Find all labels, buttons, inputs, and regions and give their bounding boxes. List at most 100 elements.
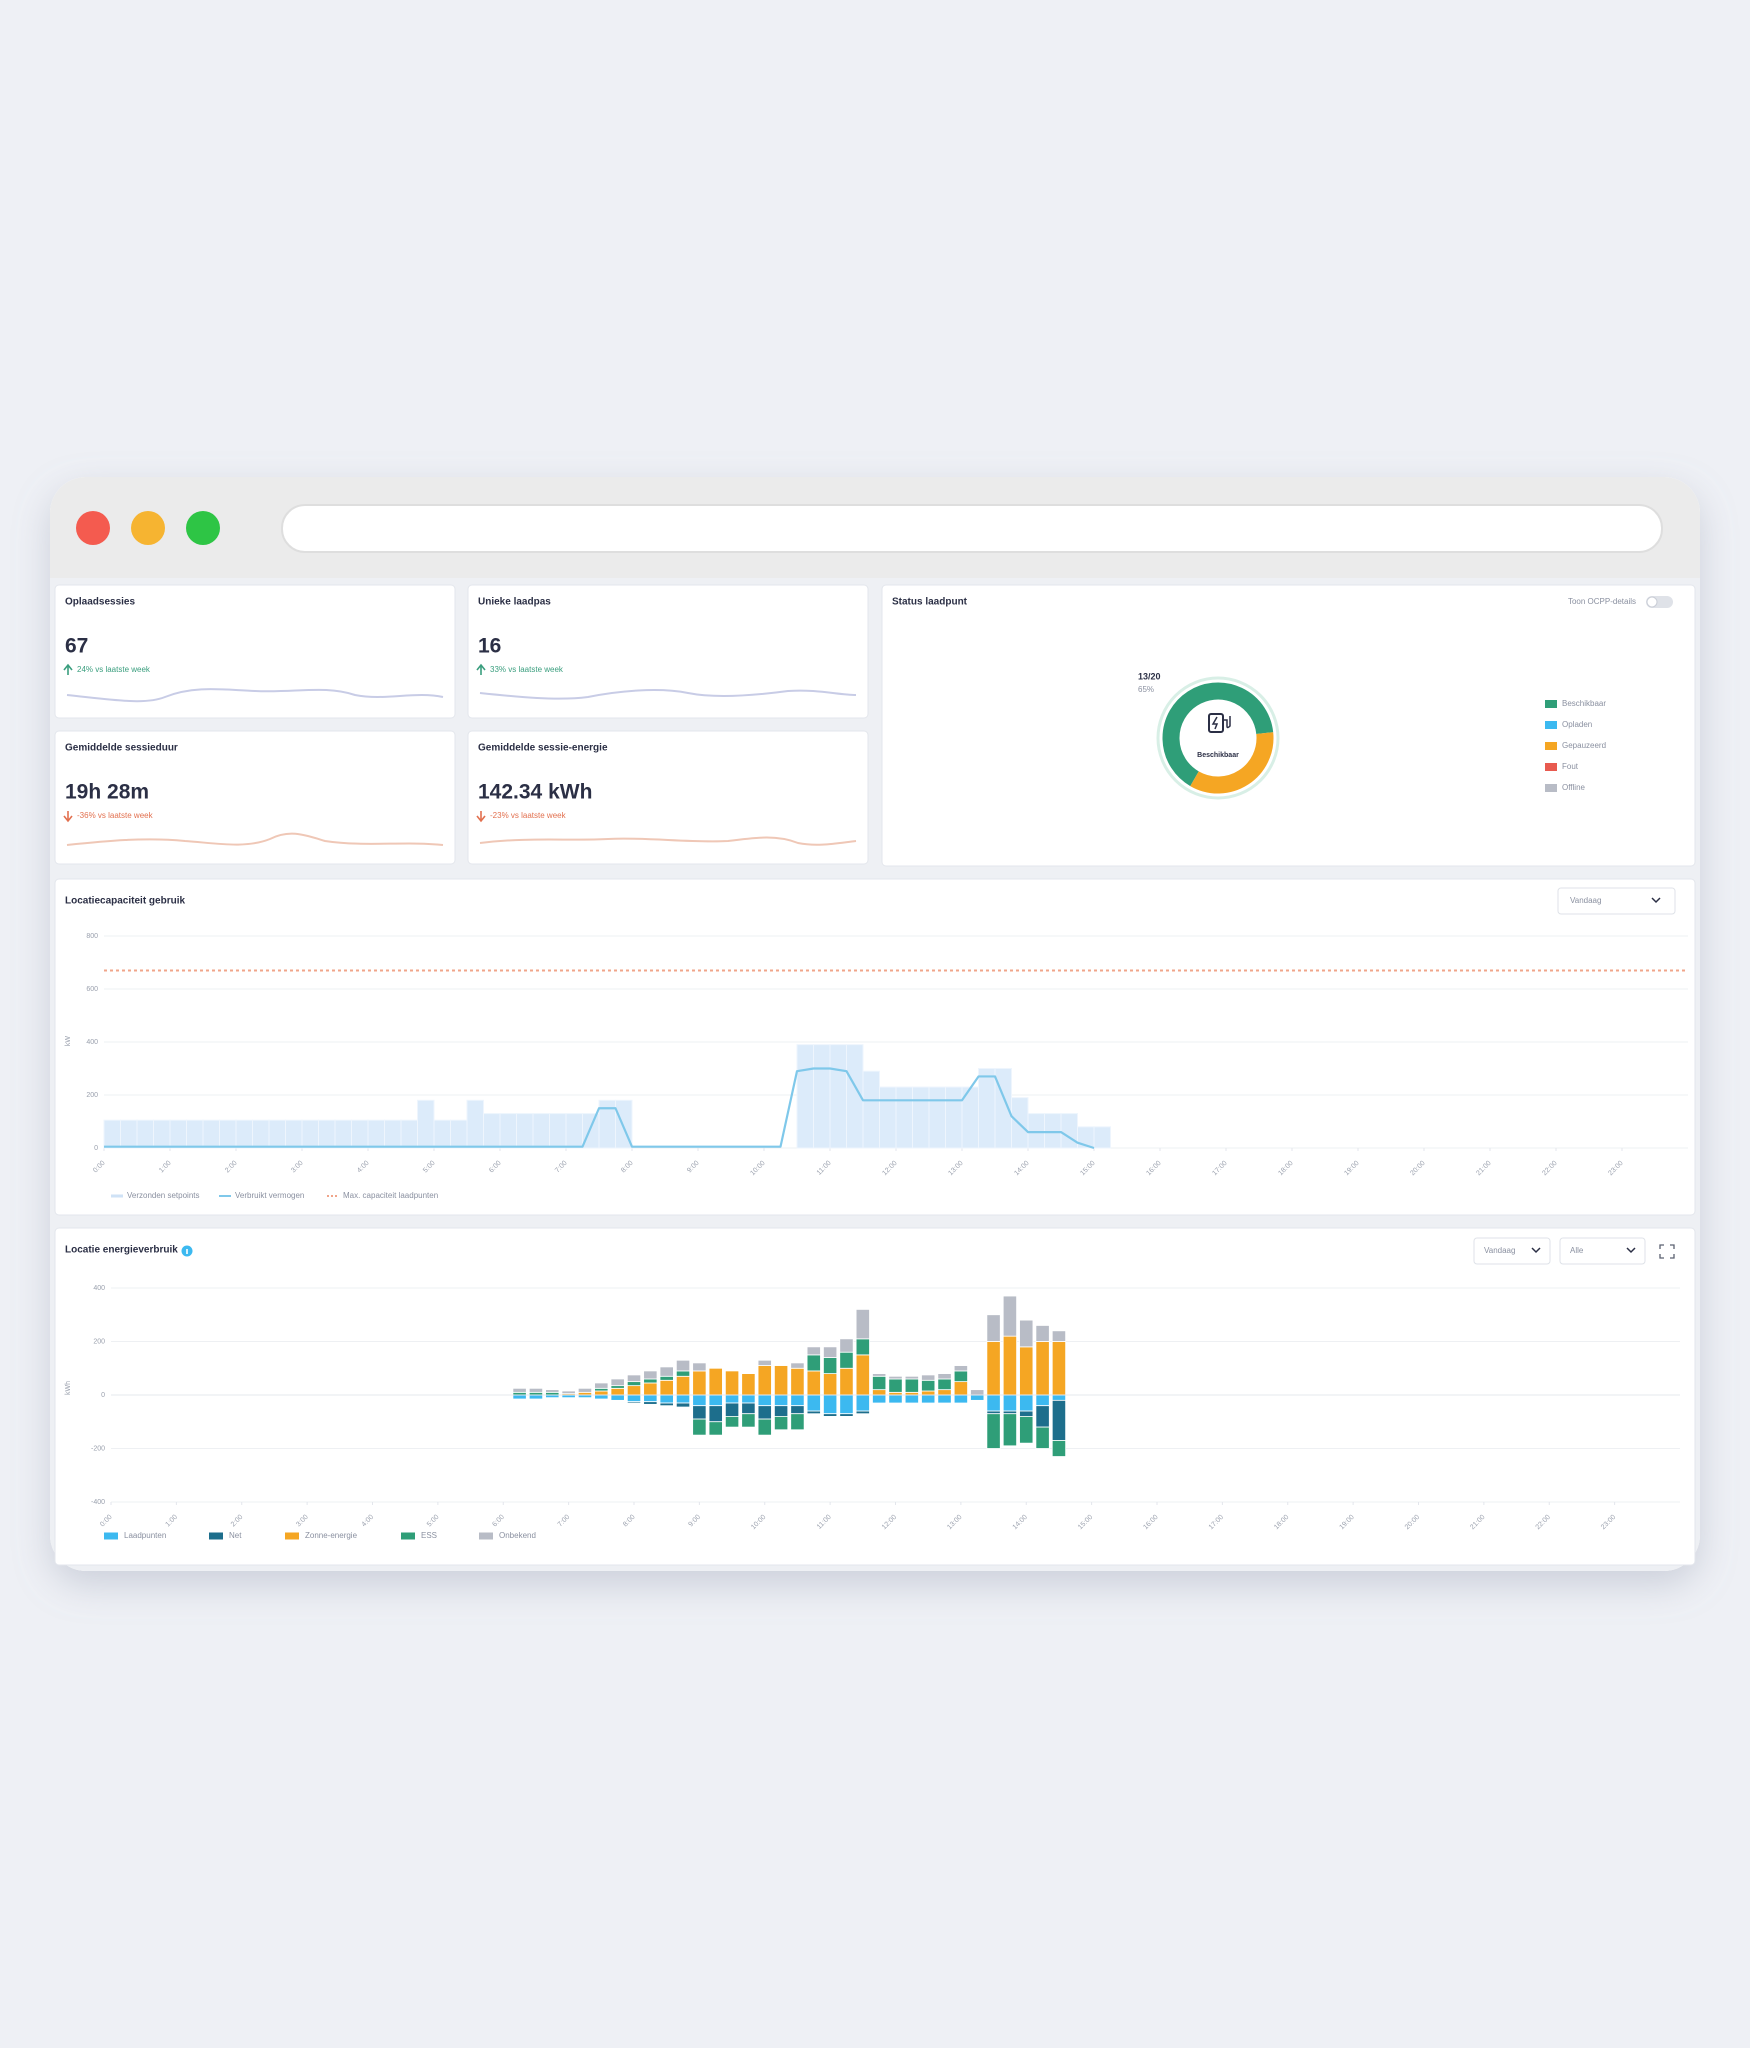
energy-bar-segment	[692, 1370, 707, 1396]
sparkline	[479, 689, 857, 700]
kpi-value: 19h 28m	[65, 781, 149, 804]
energy-bar-segment	[659, 1379, 674, 1396]
energy-bar-segment	[790, 1405, 805, 1415]
energy-bar-segment	[986, 1314, 1001, 1342]
energy-bar-segment	[970, 1389, 985, 1396]
energy-bar-segment	[545, 1389, 560, 1393]
y-tick-label: -400	[91, 1499, 105, 1506]
legend-swatch	[1545, 721, 1557, 729]
energy-bar-segment	[1051, 1330, 1067, 1342]
energy-bar-segment	[724, 1416, 740, 1428]
legend-swatch	[1545, 700, 1557, 708]
dropdown-caret	[1531, 1247, 1541, 1254]
energy-bar-segment	[724, 1402, 740, 1417]
setpoint-bar	[136, 1119, 154, 1149]
setpoint-bar	[1060, 1113, 1078, 1149]
setpoint-bar	[912, 1086, 930, 1149]
energy-bar-segment	[953, 1394, 968, 1404]
energy-bar-segment	[757, 1405, 772, 1420]
setpoint-bar	[103, 1119, 121, 1149]
setpoint-bar	[862, 1070, 880, 1149]
kpi-change: 33% vs laatste week	[490, 665, 564, 674]
energy-bar-segment	[741, 1373, 756, 1396]
filter-dropdown[interactable]	[1559, 1237, 1646, 1265]
toggle-knob[interactable]	[1646, 596, 1658, 608]
legend-label: Onbekend	[499, 1531, 536, 1540]
setpoint-bar	[450, 1119, 468, 1149]
minimize-button[interactable]	[131, 511, 165, 545]
info-icon-mark	[186, 1249, 188, 1254]
expand-icon[interactable]	[1659, 1244, 1675, 1259]
energy-bar-segment	[855, 1354, 870, 1396]
power-line	[104, 1067, 1095, 1150]
close-button[interactable]	[76, 511, 110, 545]
legend-label: Max. capaciteit laadpunten	[343, 1191, 438, 1200]
setpoint-bar	[186, 1119, 204, 1149]
address-bar[interactable]	[281, 504, 1663, 553]
legend-swatch	[1545, 742, 1557, 750]
energy-bar-segment	[806, 1410, 821, 1415]
energy-bar-segment	[594, 1387, 609, 1392]
dropdown-label: Vandaag	[1570, 896, 1601, 905]
energy-bar-segment	[1051, 1399, 1067, 1441]
toggle-label: Toon OCPP-details	[1568, 597, 1636, 606]
energy-bar-segment	[790, 1367, 805, 1396]
energy-bar-segment	[1002, 1413, 1018, 1447]
setpoint-bar	[285, 1119, 303, 1149]
setpoint-bar	[301, 1119, 319, 1149]
energy-bar-segment	[823, 1373, 838, 1396]
setpoint-bar	[268, 1119, 286, 1149]
energy-bar-segment	[937, 1394, 952, 1404]
legend-label: Zonne-energie	[305, 1531, 358, 1540]
kpi-change: -36% vs laatste week	[77, 811, 154, 820]
energy-bar-segment	[724, 1394, 740, 1404]
energy-bar-segment	[872, 1375, 887, 1391]
energy-bar-segment	[1035, 1325, 1050, 1342]
dropdown-label: Alle	[1570, 1246, 1584, 1255]
energy-bar-segment	[986, 1413, 1001, 1449]
energy-bar-segment	[773, 1365, 789, 1396]
energy-bar-segment	[675, 1375, 691, 1396]
energy-bar-segment	[855, 1338, 870, 1356]
y-axis-label: kWh	[65, 1381, 72, 1395]
energy-bar-segment	[953, 1365, 968, 1372]
kpi-card: Oplaadsessies 67 24% vs laatste week	[54, 584, 456, 719]
energy-bar-segment	[659, 1394, 674, 1404]
kpi-value: 142.34 kWh	[478, 781, 592, 804]
maximize-button[interactable]	[186, 511, 220, 545]
energy-bar-segment	[757, 1359, 772, 1366]
setpoint-bar	[153, 1119, 171, 1149]
energy-bar-segment	[953, 1370, 968, 1383]
energy-bar-segment	[839, 1367, 854, 1396]
period-dropdown[interactable]	[1557, 887, 1676, 915]
energy-bar-segment	[594, 1390, 609, 1396]
kpi-card: Gemiddelde sessie-energie 142.34 kWh -23% …	[467, 730, 869, 865]
y-tick-label: 800	[86, 933, 98, 940]
energy-bar-segment	[839, 1338, 854, 1353]
charger-icon	[1208, 713, 1224, 733]
legend-label: Beschikbaar	[1562, 699, 1606, 708]
energy-bar-segment	[806, 1354, 821, 1372]
setpoint-bar	[928, 1086, 946, 1149]
setpoint-bar	[516, 1113, 534, 1149]
energy-bar-segment	[855, 1309, 870, 1340]
kpi-value: 67	[65, 635, 88, 658]
energy-bar-segment	[594, 1394, 609, 1400]
kpi-card-background	[54, 730, 456, 865]
energy-bar-segment	[1019, 1394, 1034, 1412]
setpoint-bar	[532, 1113, 550, 1149]
dashboard: Oplaadsessies 67 24% vs laatste week Unieke…	[54, 584, 1696, 1566]
filter-dropdown[interactable]	[1473, 1237, 1551, 1265]
energy-bar-segment	[855, 1410, 870, 1415]
energy-bar-segment	[675, 1370, 691, 1377]
energy-bar-segment	[937, 1373, 952, 1380]
energy-bar-segment	[1019, 1416, 1034, 1444]
energy-bar-segment	[675, 1402, 691, 1408]
sparkline	[66, 688, 444, 703]
trend-down-icon	[63, 811, 73, 823]
kpi-title: Unieke laadpas	[478, 597, 551, 608]
energy-bar-segment	[904, 1375, 919, 1380]
energy-bar-segment	[904, 1394, 919, 1404]
legend-label: Net	[229, 1531, 242, 1540]
